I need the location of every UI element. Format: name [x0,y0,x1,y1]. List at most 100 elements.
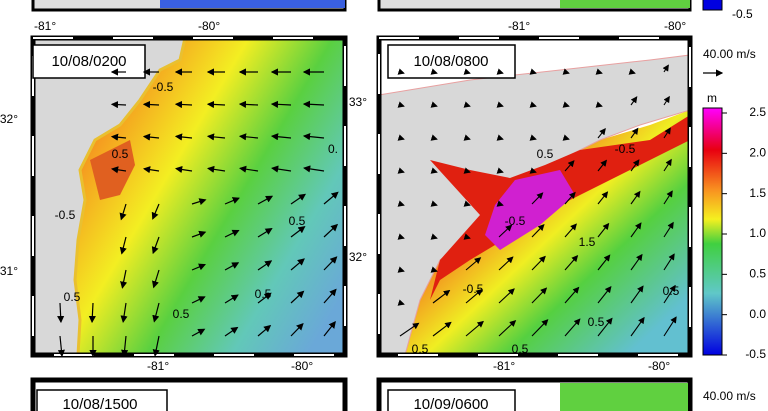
contour-label: -0.5 [505,214,526,228]
wind-arrow [191,198,207,206]
contour-label: 0.5 [289,214,306,228]
time-label: 10/08/0800 [413,53,488,70]
wind-arrow [531,192,544,205]
wind-arrow [663,221,674,238]
axis-label: -80° [664,19,686,33]
wind-arrow [597,159,608,172]
contour-label: 0. [328,142,338,156]
wind-arrow [257,260,273,271]
partial-panel-fill [560,383,688,411]
wind-arrow [496,200,504,207]
wind-arrow [562,101,570,108]
wind-arrow [463,167,471,174]
wind-arrow [174,100,193,109]
wind-arrow [430,233,438,240]
contour-label: -0.5 [153,80,174,94]
scale-label: 40.00 m/s [703,389,756,403]
wind-arrow [562,68,570,75]
wind-arrow [465,257,482,271]
wind-arrow [562,134,570,141]
wind-arrow [397,266,405,273]
colorbar-partial [702,0,723,11]
wind-arrow [564,255,579,271]
wind-arrow [302,100,325,108]
wind-arrow [290,193,307,205]
wind-arrow [290,290,305,304]
time-label: 10/09/0600 [413,396,488,411]
wind-arrow [302,133,325,141]
wind-arrow [142,166,160,174]
wind-arrow [174,133,193,141]
wind-arrow [531,287,548,304]
colorbar-tick-label: 1.0 [749,226,766,240]
wind-arrow [206,133,226,141]
wind-arrow [290,258,305,271]
wind-arrow [663,158,672,172]
wind-arrow [152,302,160,323]
wind-arrow [496,167,504,174]
wind-arrow [397,233,405,240]
wind-arrow [597,128,606,139]
wind-arrow [630,159,640,172]
wind-arrow [597,222,610,238]
wind-arrow [529,134,537,141]
wind-arrow [463,68,471,75]
wind-arrow [531,319,549,337]
wind-arrow [224,294,239,304]
wind-arrow [151,203,160,220]
wind-arrow [397,167,405,174]
wind-arrow [531,255,546,271]
time-label: 10/08/1500 [62,396,137,411]
lat-label: 32° [0,112,18,126]
wind-arrow [597,254,611,271]
wind-arrow [120,302,128,323]
wind-arrow [597,317,613,337]
wind-arrow [142,100,160,109]
wind-arrow [119,203,127,221]
wind-arrow [191,296,206,304]
wind-arrow [224,326,239,337]
scale-label: 40.00 m/s [703,47,756,61]
wind-arrow [303,165,325,173]
wind-arrow [397,134,405,141]
contour-label: -0.5 [463,282,484,296]
wind-arrow [529,68,537,75]
colorbar-tick-label: 2.5 [749,105,766,119]
axis-label: -81° [34,19,56,33]
wind-arrow [57,335,65,358]
wind-arrow [397,200,405,207]
wind-arrow [271,165,292,173]
wind-arrow [498,319,517,337]
colorbar [702,107,723,356]
axis-label: -80° [198,19,220,33]
wind-arrow [207,165,226,173]
wind-arrow [663,190,673,205]
wind-arrow [430,167,438,174]
wind-arrow [529,167,537,174]
wind-arrow [257,292,272,304]
contour-label: 0.5 [588,315,605,329]
wind-arrow [323,320,336,337]
wind-arrow [238,100,259,108]
wind-arrow [110,101,127,109]
contour-label: -0.5 [55,208,76,222]
wind-arrow [463,233,471,240]
wind-arrow [430,68,438,75]
wind-arrow [270,133,292,141]
wind-arrow [496,101,504,108]
wind-arrow [430,266,438,273]
wind-arrow [191,328,206,337]
wind-arrow [397,68,405,75]
wind-arrow [432,321,452,337]
wind-arrow [630,253,643,271]
wind-arrow [151,236,160,255]
wind-arrow [323,223,339,238]
wind-arrow [397,101,405,108]
surge-coast [430,115,690,300]
wind-arrow [465,320,484,337]
contour-label: 0.5 [173,307,190,321]
colorbar-tick-label: 1.5 [749,186,766,200]
wind-arrow [663,284,676,304]
wind-arrow [257,324,272,337]
